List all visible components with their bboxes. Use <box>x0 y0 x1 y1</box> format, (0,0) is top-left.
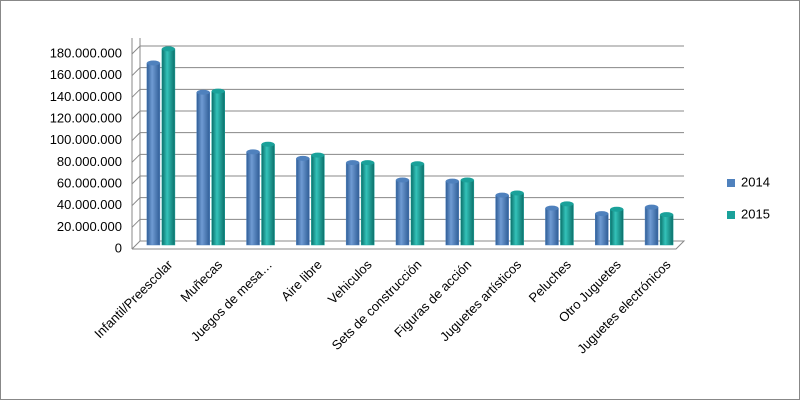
grid-line <box>131 67 684 77</box>
grid-line <box>131 45 684 55</box>
bar-top <box>510 190 524 196</box>
bar <box>545 207 559 246</box>
bar <box>510 192 524 246</box>
bar-top <box>211 88 225 94</box>
y-tick-label: 80.000.000 <box>57 154 122 169</box>
y-tick-label: 20.000.000 <box>57 219 122 234</box>
bar-top <box>161 46 175 52</box>
y-tick-label: 140.000.000 <box>50 89 122 104</box>
legend-label: 2015 <box>741 206 770 221</box>
y-tick-label: 160.000.000 <box>50 67 122 82</box>
bar <box>296 158 310 246</box>
bar-top <box>261 141 275 147</box>
y-tick-label: 120.000.000 <box>50 110 122 125</box>
y-tick-label: 40.000.000 <box>57 197 122 212</box>
bar <box>460 179 475 246</box>
grid-line <box>131 153 684 163</box>
legend-swatch <box>727 179 735 187</box>
bar-top <box>396 177 409 183</box>
bar-top <box>595 211 609 217</box>
bar <box>595 213 609 246</box>
legend-label: 2014 <box>741 174 770 189</box>
bar <box>659 214 674 246</box>
y-tick-label: 0 <box>115 240 122 255</box>
grid-line <box>131 132 684 142</box>
grid-line <box>131 175 684 185</box>
y-tick-label: 100.000.000 <box>50 132 122 147</box>
bar-top <box>296 155 310 161</box>
bar <box>560 203 574 246</box>
bar <box>495 194 509 246</box>
bar-top <box>311 152 325 158</box>
bar <box>610 209 624 246</box>
bar <box>211 90 225 246</box>
bar-top <box>445 178 459 184</box>
bar <box>196 92 210 246</box>
bar <box>644 206 659 246</box>
bar <box>146 62 161 246</box>
bar-top <box>460 177 474 183</box>
bar-top <box>196 89 210 95</box>
bar <box>410 163 425 246</box>
bar-top <box>495 192 509 198</box>
bar-top <box>411 161 424 167</box>
bar <box>395 179 410 246</box>
y-tick-label: 60.000.000 <box>57 175 122 190</box>
bar-top <box>346 160 360 166</box>
bar <box>360 162 375 246</box>
legend-swatch <box>727 211 735 219</box>
bar-top <box>660 212 674 218</box>
bar-top <box>545 205 559 211</box>
bar-top <box>246 149 260 155</box>
bar-top <box>610 206 624 212</box>
y-tick-label: 180.000.000 <box>50 45 122 60</box>
bar <box>261 144 275 246</box>
bar-top <box>361 160 375 166</box>
bar <box>311 154 325 246</box>
grid-line <box>131 110 684 120</box>
bar <box>161 48 176 246</box>
bar-top <box>146 60 160 66</box>
bar <box>246 151 260 246</box>
bar <box>445 180 460 246</box>
bar-top <box>560 201 574 207</box>
grid-line <box>131 88 684 98</box>
bar <box>345 162 360 246</box>
bar-top <box>645 204 659 210</box>
